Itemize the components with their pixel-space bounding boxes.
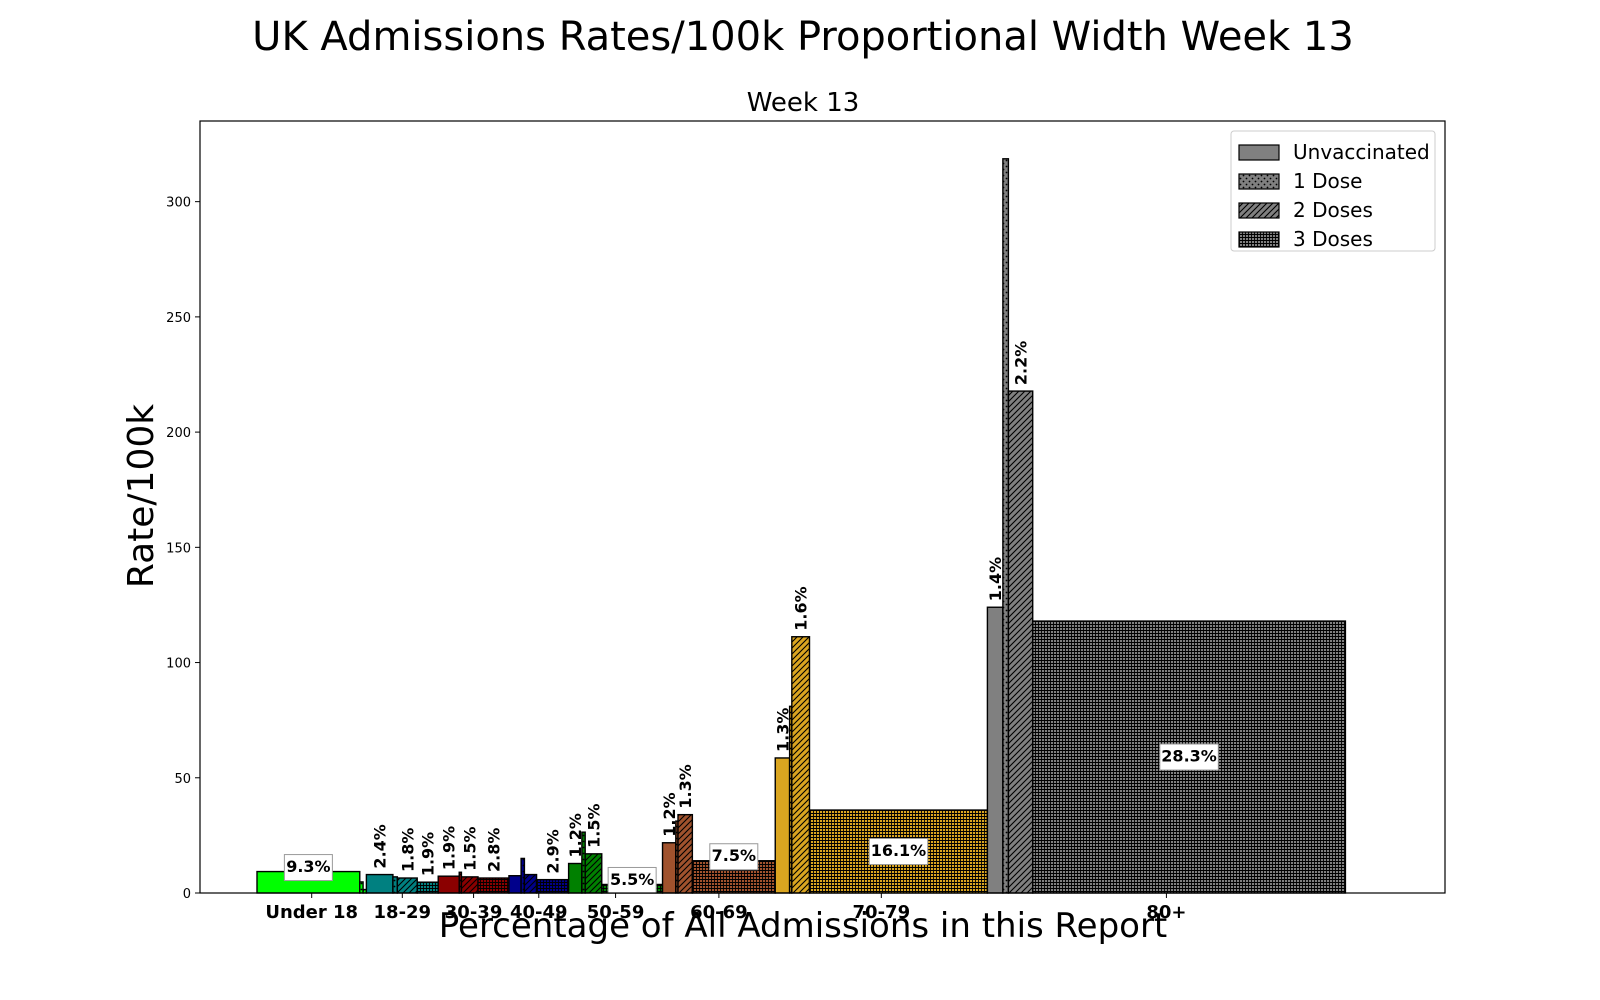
pct-label-box (283, 854, 333, 882)
bar-30-39-3-doses (477, 877, 510, 894)
x-tick-label: 40-49 (510, 902, 568, 923)
bar-80-1-dose (1002, 158, 1010, 894)
pct-label: 2.2% (1012, 341, 1031, 385)
legend-label: 1 Dose (1293, 169, 1362, 193)
bar-30-39-unvaccinated (437, 875, 460, 894)
pct-label: 5.5% (610, 870, 654, 889)
bar-40-49-unvaccinated (508, 875, 522, 894)
bar-60-69-2-doses (677, 813, 694, 894)
bar-50-59-unvaccinated (567, 862, 583, 894)
y-tick-label: 300 (166, 196, 191, 211)
x-axis-label: Percentage of All Admissions in this Rep… (439, 906, 1168, 946)
x-tick-label: 80+ (1146, 902, 1186, 923)
legend-swatch (1238, 173, 1280, 190)
legend-swatch (1238, 202, 1280, 219)
pct-label: 1.9% (419, 832, 438, 876)
pct-label: 1.2% (566, 813, 585, 857)
pct-label: 1.8% (398, 828, 417, 872)
y-tick-label: 0 (183, 887, 191, 902)
legend-label: Unvaccinated (1293, 140, 1430, 164)
plot-frame (199, 120, 1446, 894)
pct-label-box (1159, 743, 1219, 771)
pct-label: 7.5% (712, 846, 756, 865)
pct-label: 28.3% (1161, 747, 1217, 766)
pct-label: 1.3% (676, 764, 695, 808)
y-tick-label: 50 (174, 772, 191, 787)
y-tick-label: 250 (166, 311, 191, 326)
bar-70-79-2-doses (791, 636, 811, 894)
x-tick-label: 60-69 (690, 902, 748, 923)
x-tick-label: Under 18 (265, 902, 358, 923)
y-tick-label: 200 (166, 426, 191, 441)
pct-label-box (868, 838, 929, 866)
pct-label: 2.9% (544, 829, 563, 873)
y-tick-label: 150 (166, 541, 191, 556)
pct-label-box (607, 866, 657, 894)
y-axis-label: Rate/100k (121, 404, 162, 588)
pct-label: 1.3% (773, 708, 792, 752)
legend-swatch (1238, 144, 1280, 161)
x-tick-label: 70-79 (853, 902, 911, 923)
bar-40-49-2-doses (523, 873, 538, 894)
bar-80-2-doses (1007, 390, 1034, 894)
bar-18-29-unvaccinated (365, 873, 394, 894)
bar-50-59-2-doses (584, 853, 603, 894)
y-tick-label: 100 (166, 657, 191, 672)
bar-18-29-3-doses (416, 881, 439, 894)
chart-subtitle: Week 13 (747, 88, 860, 118)
axes-layer: Under 18 18-29 30-39 40-49 50-59 60-69 70-79 80… (166, 120, 1446, 923)
pct-label-box (709, 843, 759, 871)
pct-label: 2.8% (484, 828, 503, 872)
legend-box (1230, 130, 1436, 252)
chart-title: UK Admissions Rates/100k Proportional Wi… (252, 14, 1354, 60)
pct-label: 16.1% (871, 841, 927, 860)
pct-label: 9.3% (286, 857, 330, 876)
x-tick-label: 18-29 (374, 902, 432, 923)
pct-label: 2.4% (371, 824, 390, 868)
bar-60-69-unvaccinated (661, 842, 677, 894)
bars-layer (256, 158, 1347, 894)
pct-label: 1.4% (986, 557, 1005, 601)
pct-label: 1.9% (440, 826, 459, 870)
bar-40-49-3-doses (535, 878, 570, 894)
bar-70-79-unvaccinated (774, 757, 791, 894)
x-tick-label: 30-39 (445, 902, 503, 923)
x-tick-label: 50-59 (587, 902, 645, 923)
pct-label: 1.5% (461, 826, 480, 870)
legend-swatch (1238, 231, 1280, 248)
bar-18-29-2-doses (396, 877, 418, 894)
bar-30-39-2-doses (460, 876, 479, 894)
pct-label: 1.2% (660, 792, 679, 836)
pct-label: 1.5% (584, 803, 603, 847)
legend-label: 2 Doses (1293, 198, 1373, 222)
bar-80-unvaccinated (986, 606, 1004, 894)
labels-layer: 9.3% 2.4% 1.8% 1.9% 1.9% 1.5% 2.8% 2.9% 1.2% 1.5%… (283, 341, 1219, 894)
pct-label: 1.6% (792, 586, 811, 630)
legend: Unvaccinated 1 Dose 2 Doses 3 Doses (1230, 130, 1436, 252)
legend-label: 3 Doses (1293, 227, 1373, 251)
